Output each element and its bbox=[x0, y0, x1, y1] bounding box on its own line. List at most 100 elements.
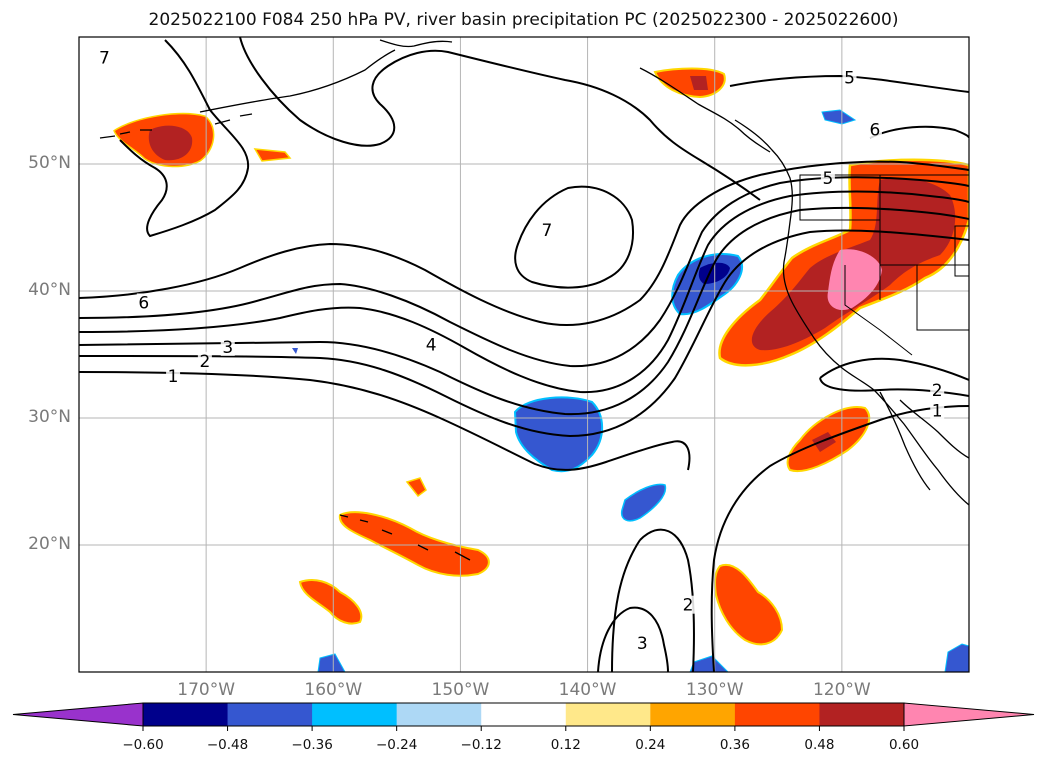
precip-strong-area bbox=[812, 432, 836, 452]
contour-label-bg bbox=[930, 381, 945, 400]
colorbar-tick-label: −0.36 bbox=[291, 737, 333, 753]
precip-negative-area bbox=[292, 348, 298, 354]
contour-label-bg bbox=[930, 401, 945, 420]
coastline-alaska-peninsula bbox=[199, 49, 396, 113]
basin-box bbox=[916, 264, 969, 331]
latitude-label: 50°N bbox=[28, 153, 71, 173]
state-borders bbox=[800, 219, 913, 356]
longitude-label: 130°W bbox=[685, 680, 744, 700]
contour-label: 6 bbox=[138, 293, 149, 313]
contour-label-bg bbox=[97, 48, 112, 67]
contour-label: 4 bbox=[426, 335, 437, 355]
contour-label-bg bbox=[539, 221, 554, 240]
pv-contour-2 bbox=[819, 357, 969, 397]
precipitation-fills bbox=[113, 67, 969, 672]
pv-contour-7 bbox=[514, 185, 634, 289]
precip-strong-area bbox=[690, 76, 708, 90]
contour-label: 1 bbox=[168, 367, 179, 387]
colorbar-frame bbox=[142, 702, 905, 727]
colorbar-tick-label: 0.12 bbox=[550, 737, 581, 753]
colorbar-tick-label: −0.12 bbox=[460, 737, 502, 753]
contour-label-bg bbox=[820, 168, 835, 187]
latitude-label: 30°N bbox=[28, 407, 71, 427]
coastline-north-america bbox=[734, 119, 969, 506]
pv-contour-6 bbox=[869, 125, 969, 139]
pv-contour-7 bbox=[239, 37, 761, 201]
pv-contour-5 bbox=[79, 176, 969, 368]
pv-contour-7 bbox=[119, 39, 250, 238]
contour-label: 2 bbox=[683, 596, 694, 616]
colorbar-segment bbox=[312, 703, 398, 726]
precip-negative-area bbox=[821, 109, 857, 125]
pv-contour-2 bbox=[611, 528, 695, 672]
precip-negative-area bbox=[620, 483, 667, 522]
colorbar-segment bbox=[143, 703, 229, 726]
contour-label-bg bbox=[197, 351, 212, 370]
colorbar-tick-label: 0.36 bbox=[719, 737, 750, 753]
contour-label: 6 bbox=[870, 121, 881, 141]
contour-label: 3 bbox=[637, 634, 648, 654]
pv-contour-3 bbox=[79, 206, 969, 416]
coastline-panhandle bbox=[639, 67, 771, 153]
longitude-label: 170°W bbox=[177, 680, 236, 700]
colorbar-extend-high bbox=[903, 702, 1035, 727]
precip-negative-area bbox=[317, 653, 346, 672]
contour-label-bg bbox=[166, 367, 181, 386]
precip-positive-area bbox=[714, 563, 784, 646]
precip-positive-area bbox=[298, 579, 363, 625]
pv-contour-2 bbox=[79, 229, 969, 438]
contour-label: 5 bbox=[822, 169, 833, 189]
precip-extreme-area bbox=[827, 249, 882, 311]
latitude-label: 40°N bbox=[28, 280, 71, 300]
longitude-label: 160°W bbox=[304, 680, 363, 700]
precip-negative-area bbox=[944, 643, 969, 672]
contour-label: 7 bbox=[99, 48, 110, 68]
pv-contour-4 bbox=[79, 190, 969, 394]
colorbar-segment bbox=[819, 703, 905, 726]
basin-box bbox=[954, 225, 969, 277]
colorbar-segment bbox=[396, 703, 482, 726]
pv-contour-3 bbox=[597, 606, 669, 672]
contour-label: 7 bbox=[541, 221, 552, 241]
contour-label-bg bbox=[681, 595, 696, 614]
colorbar-extend-low bbox=[12, 702, 144, 727]
colorbar-segment bbox=[565, 703, 651, 726]
precip-negative-area bbox=[689, 655, 729, 672]
pv-contour-1 bbox=[79, 371, 691, 471]
colorbar-tick-label: 0.24 bbox=[635, 737, 666, 753]
colorbar-segment bbox=[481, 703, 567, 726]
contour-label-bg bbox=[220, 337, 235, 356]
longitude-label: 150°W bbox=[431, 680, 490, 700]
colorbar-tick-label: 0.48 bbox=[804, 737, 835, 753]
contour-label: 1 bbox=[932, 401, 943, 421]
contour-label-bg bbox=[424, 335, 439, 354]
plot-frame bbox=[78, 36, 970, 673]
pv-contour-1 bbox=[710, 405, 969, 672]
contour-label: 2 bbox=[199, 352, 210, 372]
colorbar-tick-label: −0.60 bbox=[122, 737, 164, 753]
precip-positive-area bbox=[253, 148, 292, 162]
contour-label-bg bbox=[635, 633, 650, 652]
contour-label-bg bbox=[867, 120, 882, 139]
colorbar-tick-label: 0.60 bbox=[888, 737, 920, 753]
river-basin-boxes bbox=[799, 174, 969, 356]
colorbar-segment bbox=[227, 703, 313, 726]
coastlines bbox=[99, 39, 969, 561]
colorbar-segment bbox=[650, 703, 736, 726]
latitude-label: 20°N bbox=[28, 534, 71, 554]
precip-strong-area bbox=[894, 193, 935, 237]
precip-strong-area bbox=[148, 125, 193, 161]
precip-positive-area bbox=[405, 477, 427, 498]
coastline-aleutians bbox=[99, 113, 253, 139]
colorbar-tick-label: −0.24 bbox=[375, 737, 418, 753]
coastline-islands bbox=[339, 514, 471, 561]
contour-label: 5 bbox=[844, 69, 855, 89]
contour-label: 3 bbox=[222, 338, 233, 358]
coastline-baja bbox=[879, 391, 969, 491]
pv-contour-5 bbox=[729, 74, 969, 93]
longitude-label: 140°W bbox=[558, 680, 617, 700]
pv-contours bbox=[79, 37, 969, 672]
